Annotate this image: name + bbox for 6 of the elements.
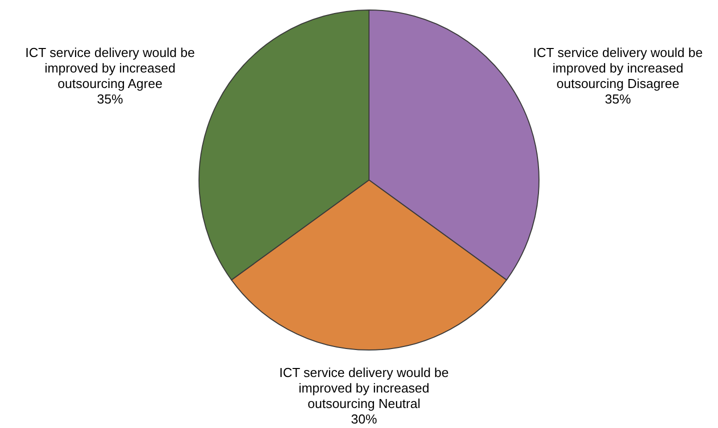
slice-label: ICT service delivery would be improved by increased outsourcing Disagree: [533, 44, 703, 90]
slice-label: ICT service delivery would be improved by increased outsourcing Neutral: [279, 364, 449, 410]
data-label: 30%: [350, 410, 378, 426]
data-label: 35%: [97, 90, 124, 106]
data-label: 35%: [604, 90, 632, 106]
slice-label: ICT service delivery would be improved by increased outsourcing Agree: [25, 44, 195, 90]
